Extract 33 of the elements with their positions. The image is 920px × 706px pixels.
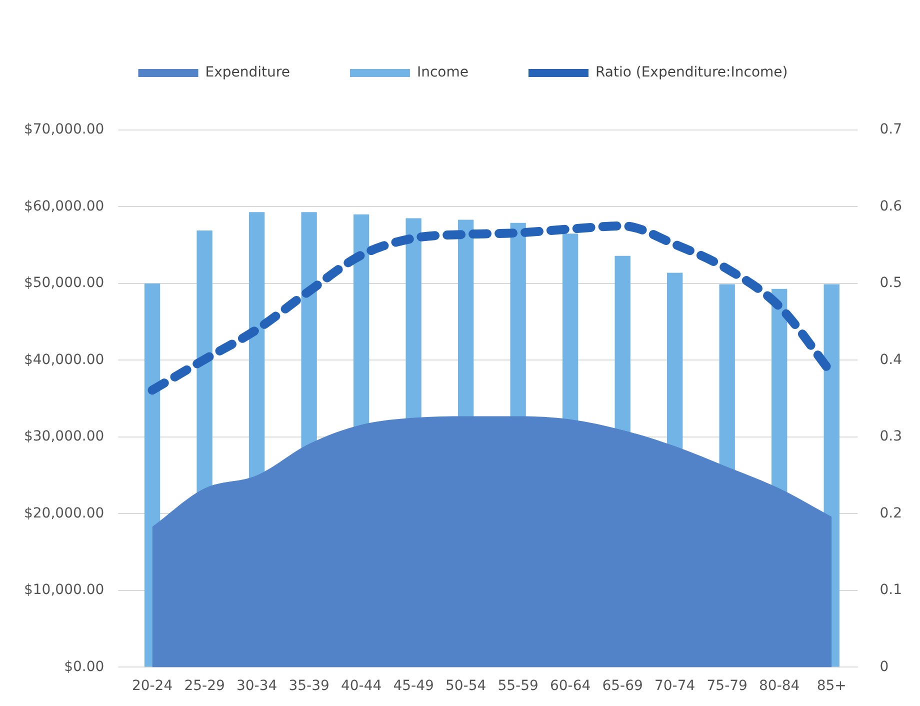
legend-label: Expenditure	[205, 64, 290, 81]
legend-label: Ratio (Expenditure:Income)	[595, 64, 788, 81]
x-tick-label: 80-84	[759, 678, 800, 694]
y2-tick-label: 0.1	[880, 582, 902, 598]
x-tick-label: 45-49	[393, 678, 434, 694]
x-tick-label: 50-54	[445, 678, 486, 694]
y-tick-label: $0.00	[64, 658, 104, 675]
y-tick-label: $10,000.00	[24, 582, 104, 598]
y-tick-label: $30,000.00	[24, 428, 104, 445]
x-tick-label: 40-44	[340, 678, 382, 694]
y2-tick-label: 0.3	[880, 428, 902, 445]
y2-tick-label: 0	[880, 658, 889, 675]
y-tick-label: $20,000.00	[24, 505, 104, 522]
x-tick-label: 35-39	[288, 678, 330, 694]
y-tick-label: $70,000.00	[24, 122, 104, 138]
x-tick-label: 70-74	[654, 678, 696, 694]
x-tick-label: 25-29	[184, 678, 225, 694]
y2-tick-label: 0.6	[880, 198, 902, 214]
x-tick-label: 30-34	[236, 678, 278, 694]
y-tick-label: $60,000.00	[24, 198, 104, 214]
y-tick-label: $50,000.00	[24, 275, 104, 292]
legend-label: Income	[416, 64, 468, 81]
y2-tick-label: 0.5	[880, 275, 902, 292]
y2-tick-label: 0.2	[880, 505, 902, 522]
x-tick-label: 60-64	[550, 678, 591, 694]
x-tick-label: 65-69	[602, 678, 643, 694]
y2-tick-label: 0.7	[880, 122, 902, 138]
y2-tick-label: 0.4	[880, 352, 902, 368]
x-tick-label: 55-59	[498, 678, 538, 694]
x-tick-label: 85+	[816, 678, 846, 694]
x-tick-label: 20-24	[132, 678, 173, 694]
x-tick-label: 75-79	[706, 678, 748, 694]
y-tick-label: $40,000.00	[24, 352, 104, 368]
